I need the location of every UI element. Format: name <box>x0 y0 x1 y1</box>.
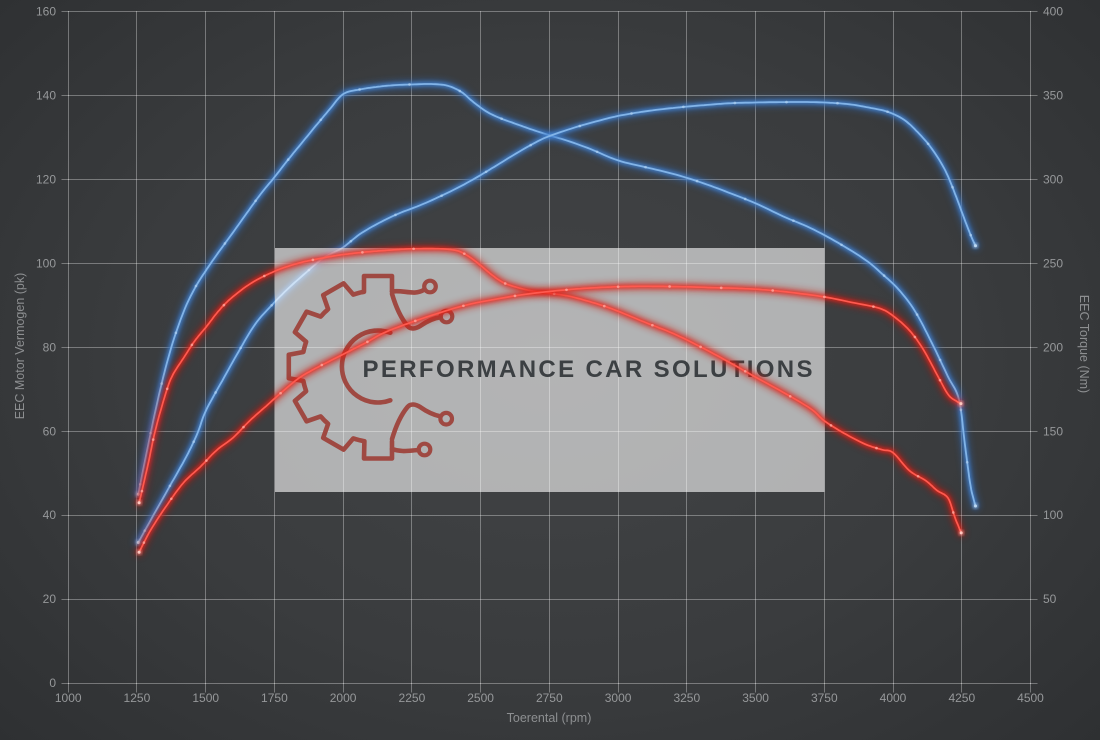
svg-text:50: 50 <box>1043 592 1057 606</box>
svg-text:EEC Motor Vermogen (pk): EEC Motor Vermogen (pk) <box>13 273 27 420</box>
svg-text:3250: 3250 <box>673 691 700 705</box>
svg-text:100: 100 <box>1043 508 1063 522</box>
svg-text:60: 60 <box>43 424 57 438</box>
svg-text:3000: 3000 <box>605 691 632 705</box>
svg-text:100: 100 <box>36 256 56 270</box>
svg-text:200: 200 <box>1043 340 1063 354</box>
svg-text:3500: 3500 <box>742 691 769 705</box>
svg-text:40: 40 <box>43 508 57 522</box>
svg-text:3750: 3750 <box>811 691 838 705</box>
svg-text:4250: 4250 <box>948 691 975 705</box>
svg-text:2250: 2250 <box>399 691 426 705</box>
svg-text:160: 160 <box>36 4 56 18</box>
svg-text:300: 300 <box>1043 172 1063 186</box>
svg-text:20: 20 <box>43 592 57 606</box>
svg-text:1250: 1250 <box>124 691 151 705</box>
svg-text:150: 150 <box>1043 424 1063 438</box>
svg-text:120: 120 <box>36 172 56 186</box>
svg-text:4500: 4500 <box>1017 691 1044 705</box>
svg-text:Toerental (rpm): Toerental (rpm) <box>507 711 592 725</box>
svg-text:140: 140 <box>36 88 56 102</box>
svg-text:EEC Torque (Nm): EEC Torque (Nm) <box>1077 295 1091 393</box>
svg-text:2500: 2500 <box>467 691 494 705</box>
svg-text:1000: 1000 <box>55 691 82 705</box>
svg-text:2000: 2000 <box>330 691 357 705</box>
svg-text:400: 400 <box>1043 4 1063 18</box>
svg-text:350: 350 <box>1043 88 1063 102</box>
svg-text:4000: 4000 <box>880 691 907 705</box>
svg-text:0: 0 <box>49 676 56 690</box>
svg-text:1750: 1750 <box>261 691 288 705</box>
svg-text:80: 80 <box>43 340 57 354</box>
svg-text:2750: 2750 <box>536 691 563 705</box>
svg-text:250: 250 <box>1043 256 1063 270</box>
svg-text:1500: 1500 <box>192 691 219 705</box>
